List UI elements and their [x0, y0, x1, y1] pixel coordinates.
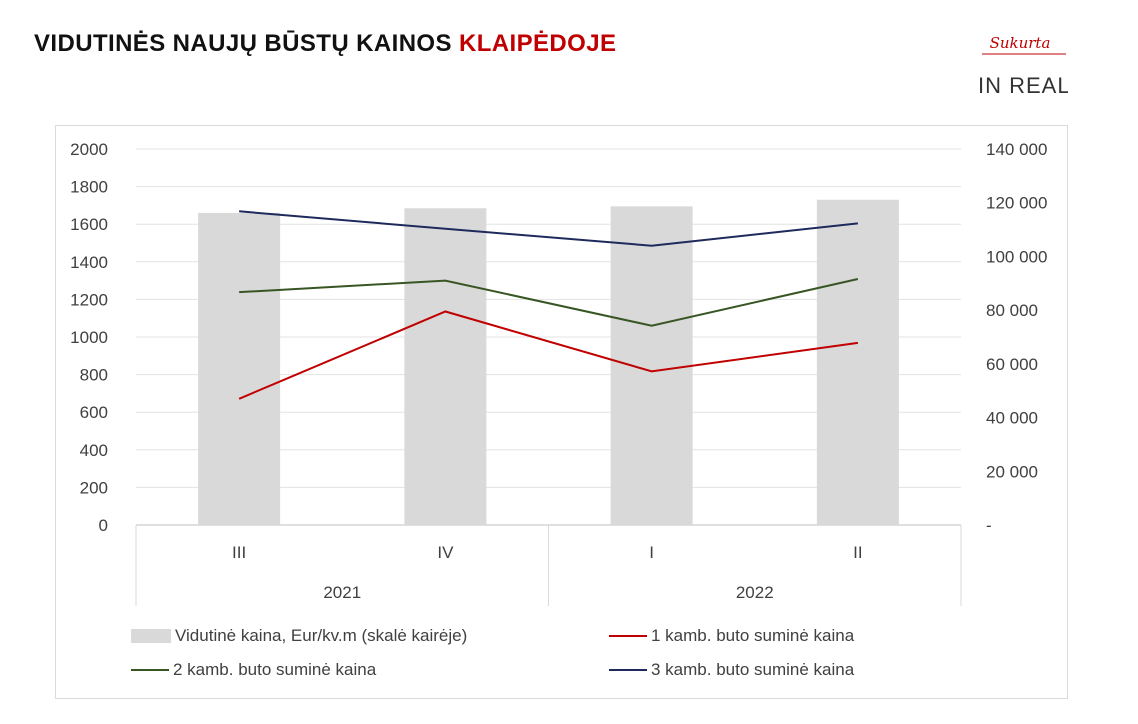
legend-swatch-series-2: [131, 669, 169, 671]
logo-brand-text: IN REAL: [978, 73, 1068, 98]
right-axis-tick-label: 100 000: [986, 247, 1047, 266]
legend-item-series-2: 2 kamb. buto suminė kaina: [131, 660, 376, 680]
series-line-1: [238, 310, 859, 400]
year-label: 2022: [736, 583, 774, 602]
right-axis-tick-label: 120 000: [986, 194, 1047, 213]
bar: [610, 206, 693, 525]
legend-label-series-1: 1 kamb. buto suminė kaina: [651, 626, 855, 645]
left-axis-tick-label: 2000: [70, 140, 108, 159]
right-axis-tick-label: 80 000: [986, 301, 1038, 320]
right-axis-tick-label: 60 000: [986, 355, 1038, 374]
chart-area: 0 200 400 600 800 1000 1200 1400 1600 1800 2000 - 20…: [55, 125, 1068, 699]
chart-svg: 0 200 400 600 800 1000 1200 1400 1600 1800 2000 - 20…: [70, 140, 1047, 606]
legend-label-bars: Vidutinė kaina, Eur/kv.m (skalė kairėje): [175, 626, 468, 645]
legend-swatch-series-1: [609, 635, 647, 637]
bar: [198, 212, 281, 526]
left-axis-tick-label: 800: [80, 366, 108, 385]
category-label: III: [232, 543, 246, 562]
title-accent: KLAIPĖDOJE: [458, 30, 617, 57]
left-axis-tick-label: 1800: [70, 178, 108, 197]
left-axis-tick-label: 1600: [70, 215, 108, 234]
bar: [404, 208, 487, 525]
right-axis-tick-label: 140 000: [986, 140, 1047, 159]
right-axis-tick-label: -: [986, 516, 992, 535]
legend-swatch-series-3: [609, 669, 647, 671]
right-axis-tick-label: 20 000: [986, 462, 1038, 481]
category-label: II: [853, 543, 862, 562]
left-axis-tick-label: 600: [80, 403, 108, 422]
right-axis-tick-label: 40 000: [986, 409, 1038, 428]
left-axis-tick-label: 200: [80, 478, 108, 497]
year-label: 2021: [323, 583, 361, 602]
left-axis-tick-label: 0: [99, 516, 108, 535]
left-axis-tick-label: 1400: [70, 253, 108, 272]
series-line-2: [239, 278, 859, 327]
insurance-logo: Sukurta IN REAL: [978, 34, 1068, 98]
category-label: I: [649, 543, 654, 562]
left-axis-tick-label: 1000: [70, 328, 108, 347]
left-axis-tick-label: 400: [80, 441, 108, 460]
legend-item-bars: Vidutinė kaina, Eur/kv.m (skalė kairėje): [131, 626, 467, 646]
logo-script-text: Sukurta: [990, 34, 1051, 52]
chart-title: VIDUTINĖS NAUJŲ BŪSTŲ KAINOS KLAIPĖDOJE: [34, 30, 616, 58]
series-line-3: [239, 210, 858, 247]
title-main: VIDUTINĖS NAUJŲ BŪSTŲ KAINOS: [34, 30, 452, 57]
legend-label-series-3: 3 kamb. buto suminė kaina: [651, 660, 855, 679]
category-label: IV: [437, 543, 454, 562]
legend-item-series-1: 1 kamb. buto suminė kaina: [609, 626, 854, 646]
legend-label-series-2: 2 kamb. buto suminė kaina: [173, 660, 377, 679]
legend-item-series-3: 3 kamb. buto suminė kaina: [609, 660, 854, 680]
left-axis-tick-label: 1200: [70, 290, 108, 309]
legend-swatch-bars: [131, 629, 171, 643]
bar: [816, 199, 899, 525]
